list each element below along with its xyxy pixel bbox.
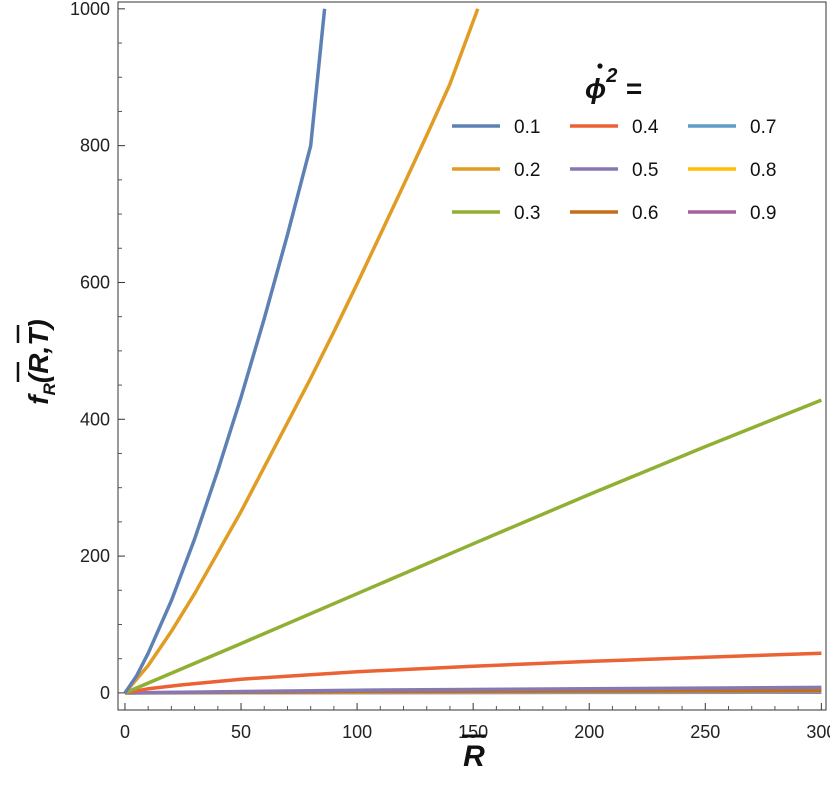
legend-title-dot [597, 63, 603, 69]
y-tick-label: 400 [80, 409, 110, 429]
x-axis-title: R [462, 734, 486, 773]
series-line-0.5 [124, 685, 822, 695]
legend-item: 0.8 [688, 160, 776, 181]
x-tick-label: 100 [342, 722, 372, 742]
x-axis-title-text: R [463, 740, 485, 773]
y-tick-label: 600 [80, 272, 110, 292]
legend-item: 0.1 [452, 117, 540, 138]
y-axis-title: fR(R,T) [16, 319, 59, 405]
legend-title-superscript: 2 [605, 65, 617, 87]
legend-item: 0.4 [570, 117, 659, 138]
y-tick-label: 0 [100, 683, 110, 703]
y-tick-label: 200 [80, 546, 110, 566]
y-axis-title-sub: R [40, 382, 59, 395]
legend-label: 0.3 [514, 203, 540, 224]
y-tick-label: 1000 [70, 0, 110, 19]
x-tick-label: 50 [231, 722, 251, 742]
svg-text:fR(R,T): fR(R,T) [23, 319, 59, 404]
y-tick-label: 800 [80, 136, 110, 156]
legend: 0.1 0.2 0.3 0.4 0.5 0.6 0.7 0.8 0.9 [452, 117, 776, 224]
y-axis-title-main: f [23, 393, 54, 405]
legend-item: 0.9 [688, 203, 776, 224]
legend-label: 0.5 [632, 160, 658, 181]
legend-label: 0.8 [750, 160, 776, 181]
x-tick-label: 250 [690, 722, 720, 742]
legend-label: 0.4 [632, 117, 659, 138]
legend-item: 0.3 [452, 203, 540, 224]
legend-title: ϕ2 = [585, 63, 642, 104]
series-line-0.1 [123, 8, 327, 694]
svg-text:ϕ2=: ϕ2 = [585, 65, 642, 104]
series-line-0.3 [124, 398, 823, 695]
series-line-0.4 [124, 651, 822, 695]
legend-label: 0.9 [750, 203, 776, 224]
x-tick-label: 0 [120, 722, 130, 742]
x-tick-label: 300 [806, 722, 830, 742]
series-line-0.2 [123, 8, 480, 695]
x-tick-label: 150 [458, 722, 488, 742]
legend-title-symbol: ϕ [585, 73, 606, 104]
y-axis-title-args: (R,T) [23, 319, 54, 383]
legend-title-suffix: = [625, 73, 641, 104]
series-group [123, 8, 823, 695]
legend-item: 0.6 [570, 203, 658, 224]
plot-frame [117, 1, 827, 711]
legend-label: 0.7 [750, 117, 776, 138]
legend-item: 0.2 [452, 160, 540, 181]
legend-label: 0.1 [514, 117, 540, 138]
legend-item: 0.7 [688, 117, 776, 138]
x-tick-label: 200 [574, 722, 604, 742]
legend-label: 0.2 [514, 160, 540, 181]
tick-group: 0 50 100 150 200 250 300 0 200 400 600 800 1000 [70, 0, 830, 742]
legend-label: 0.6 [632, 203, 658, 224]
legend-item: 0.5 [570, 160, 658, 181]
